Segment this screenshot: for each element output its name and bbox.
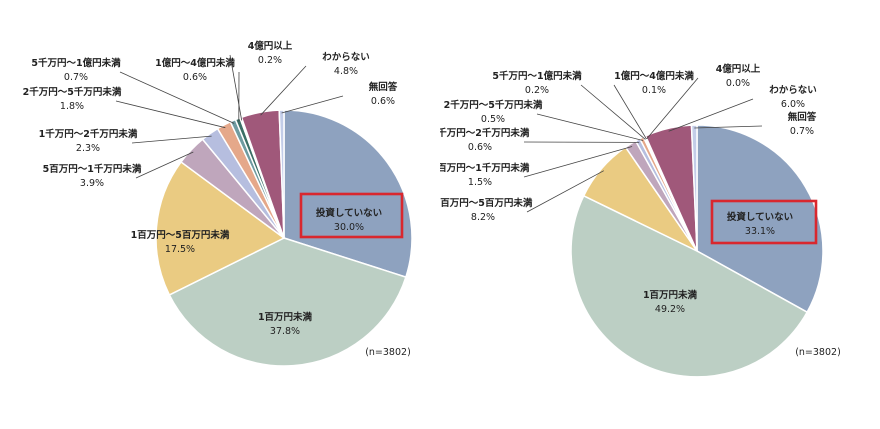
slice-label-left-7: 1億円～4億円未満 <box>155 57 235 69</box>
slice-value-right-9: 6.0% <box>781 99 805 110</box>
leader-line-right-6 <box>580 84 646 140</box>
slice-label-right-3: 5百万円～1千万円未満 <box>440 162 530 174</box>
slice-label-right-0: 投資していない <box>727 211 793 223</box>
slice-value-left-2: 17.5% <box>165 244 195 255</box>
slice-label-right-1: 1百万円未満 <box>643 289 698 301</box>
leader-line-left-8 <box>229 54 243 121</box>
pie-slice-right-10 <box>690 124 698 252</box>
slice-value-left-7: 0.6% <box>183 72 207 83</box>
slice-label-left-10: 無回答 <box>369 81 398 93</box>
slice-value-left-6: 0.7% <box>64 72 88 83</box>
pie-chart-left: 投資していない 30.0% 1百万円未満 37.8% 1百万円～5百万円未満 17.5% 5… <box>23 40 413 367</box>
slice-value-right-7: 0.1% <box>642 85 666 96</box>
leader-line-right-5 <box>536 113 643 141</box>
slice-value-right-6: 0.2% <box>525 85 549 96</box>
slice-value-left-0: 30.0% <box>334 222 364 233</box>
pie-chart-right: 投資していない 33.1% 1百万円未満 49.2% 1百万円～5百万円未満 8.2% 5百… <box>440 0 880 429</box>
slice-label-right-9: わからない <box>769 85 817 96</box>
slice-value-right-5: 0.5% <box>481 114 505 125</box>
slice-value-left-1: 37.8% <box>270 326 300 337</box>
slice-label-left-8: 4億円以上 <box>248 40 293 52</box>
pie-slice-right-0 <box>696 124 824 314</box>
slice-label-right-7: 1億円～4億円未満 <box>614 70 694 82</box>
slice-label-right-10: 無回答 <box>788 111 817 123</box>
pie-slice-left-1 <box>168 237 407 367</box>
slice-label-left-1: 1百万円未満 <box>258 311 313 323</box>
pie-chart-left-svg: 投資していない 30.0% 1百万円未満 37.8% 1百万円～5百万円未満 17.5% 5… <box>23 40 413 367</box>
slice-label-left-4: 1千万円～2千万円未満 <box>39 128 138 140</box>
slice-value-right-10: 0.7% <box>790 126 814 137</box>
leader-line-left-10 <box>281 95 344 114</box>
sample-size-label: (n=3802) <box>795 347 841 358</box>
pie-slice-right-1 <box>570 194 809 378</box>
slice-label-right-2: 1百万円～5百万円未満 <box>440 197 533 209</box>
slice-label-right-6: 5千万円～1億円未満 <box>492 70 582 82</box>
highlight-box-left-0 <box>299 192 404 239</box>
leader-line-right-10 <box>694 125 763 129</box>
pie-slice-left-2 <box>155 160 286 296</box>
slice-value-left-9: 4.8% <box>334 66 358 77</box>
highlight-box-right-0 <box>710 199 818 245</box>
slice-label-right-5: 2千万円～5千万円未満 <box>444 99 543 111</box>
slice-value-left-8: 0.2% <box>258 55 282 66</box>
slice-value-right-3: 1.5% <box>468 177 492 188</box>
leader-line-left-3 <box>135 151 194 179</box>
slice-value-left-3: 3.9% <box>80 178 104 189</box>
slice-label-left-0: 投資していない <box>316 207 382 219</box>
slice-value-right-0: 33.1% <box>745 226 775 237</box>
pie-slice-left-10 <box>278 109 285 239</box>
slice-value-right-4: 0.6% <box>468 142 492 153</box>
slice-label-left-3: 5百万円～1千万円未満 <box>43 163 142 175</box>
slice-value-right-1: 49.2% <box>655 304 685 315</box>
leader-line-right-3 <box>523 146 633 178</box>
leader-line-left-4 <box>131 135 212 144</box>
slice-value-right-8: 0.0% <box>726 78 750 89</box>
leader-line-left-5 <box>115 100 226 129</box>
slice-label-right-4: 1千万円～2千万円未満 <box>440 127 530 139</box>
slice-value-left-10: 0.6% <box>371 96 395 107</box>
sample-size-label: (n=3802) <box>365 347 411 358</box>
leader-line-right-2 <box>526 170 604 213</box>
slice-label-left-5: 2千万円～5千万円未満 <box>23 86 122 98</box>
leader-line-right-9 <box>668 98 754 132</box>
leader-line-left-9 <box>260 65 307 116</box>
slice-label-left-9: わからない <box>322 52 370 63</box>
slice-label-right-8: 4億円以上 <box>716 63 761 75</box>
slice-value-right-2: 8.2% <box>471 212 495 223</box>
leader-line-right-7 <box>613 84 647 140</box>
leader-line-right-8 <box>646 77 699 139</box>
pie-chart-right-svg: 投資していない 33.1% 1百万円未満 49.2% 1百万円～5百万円未満 8.2% 5百… <box>440 63 841 378</box>
slice-label-left-6: 5千万円～1億円未満 <box>31 57 121 69</box>
slice-value-left-5: 1.8% <box>60 101 84 112</box>
slice-label-left-2: 1百万円～5百万円未満 <box>131 229 230 241</box>
leader-line-left-6 <box>119 71 235 124</box>
slice-value-left-4: 2.3% <box>76 143 100 154</box>
